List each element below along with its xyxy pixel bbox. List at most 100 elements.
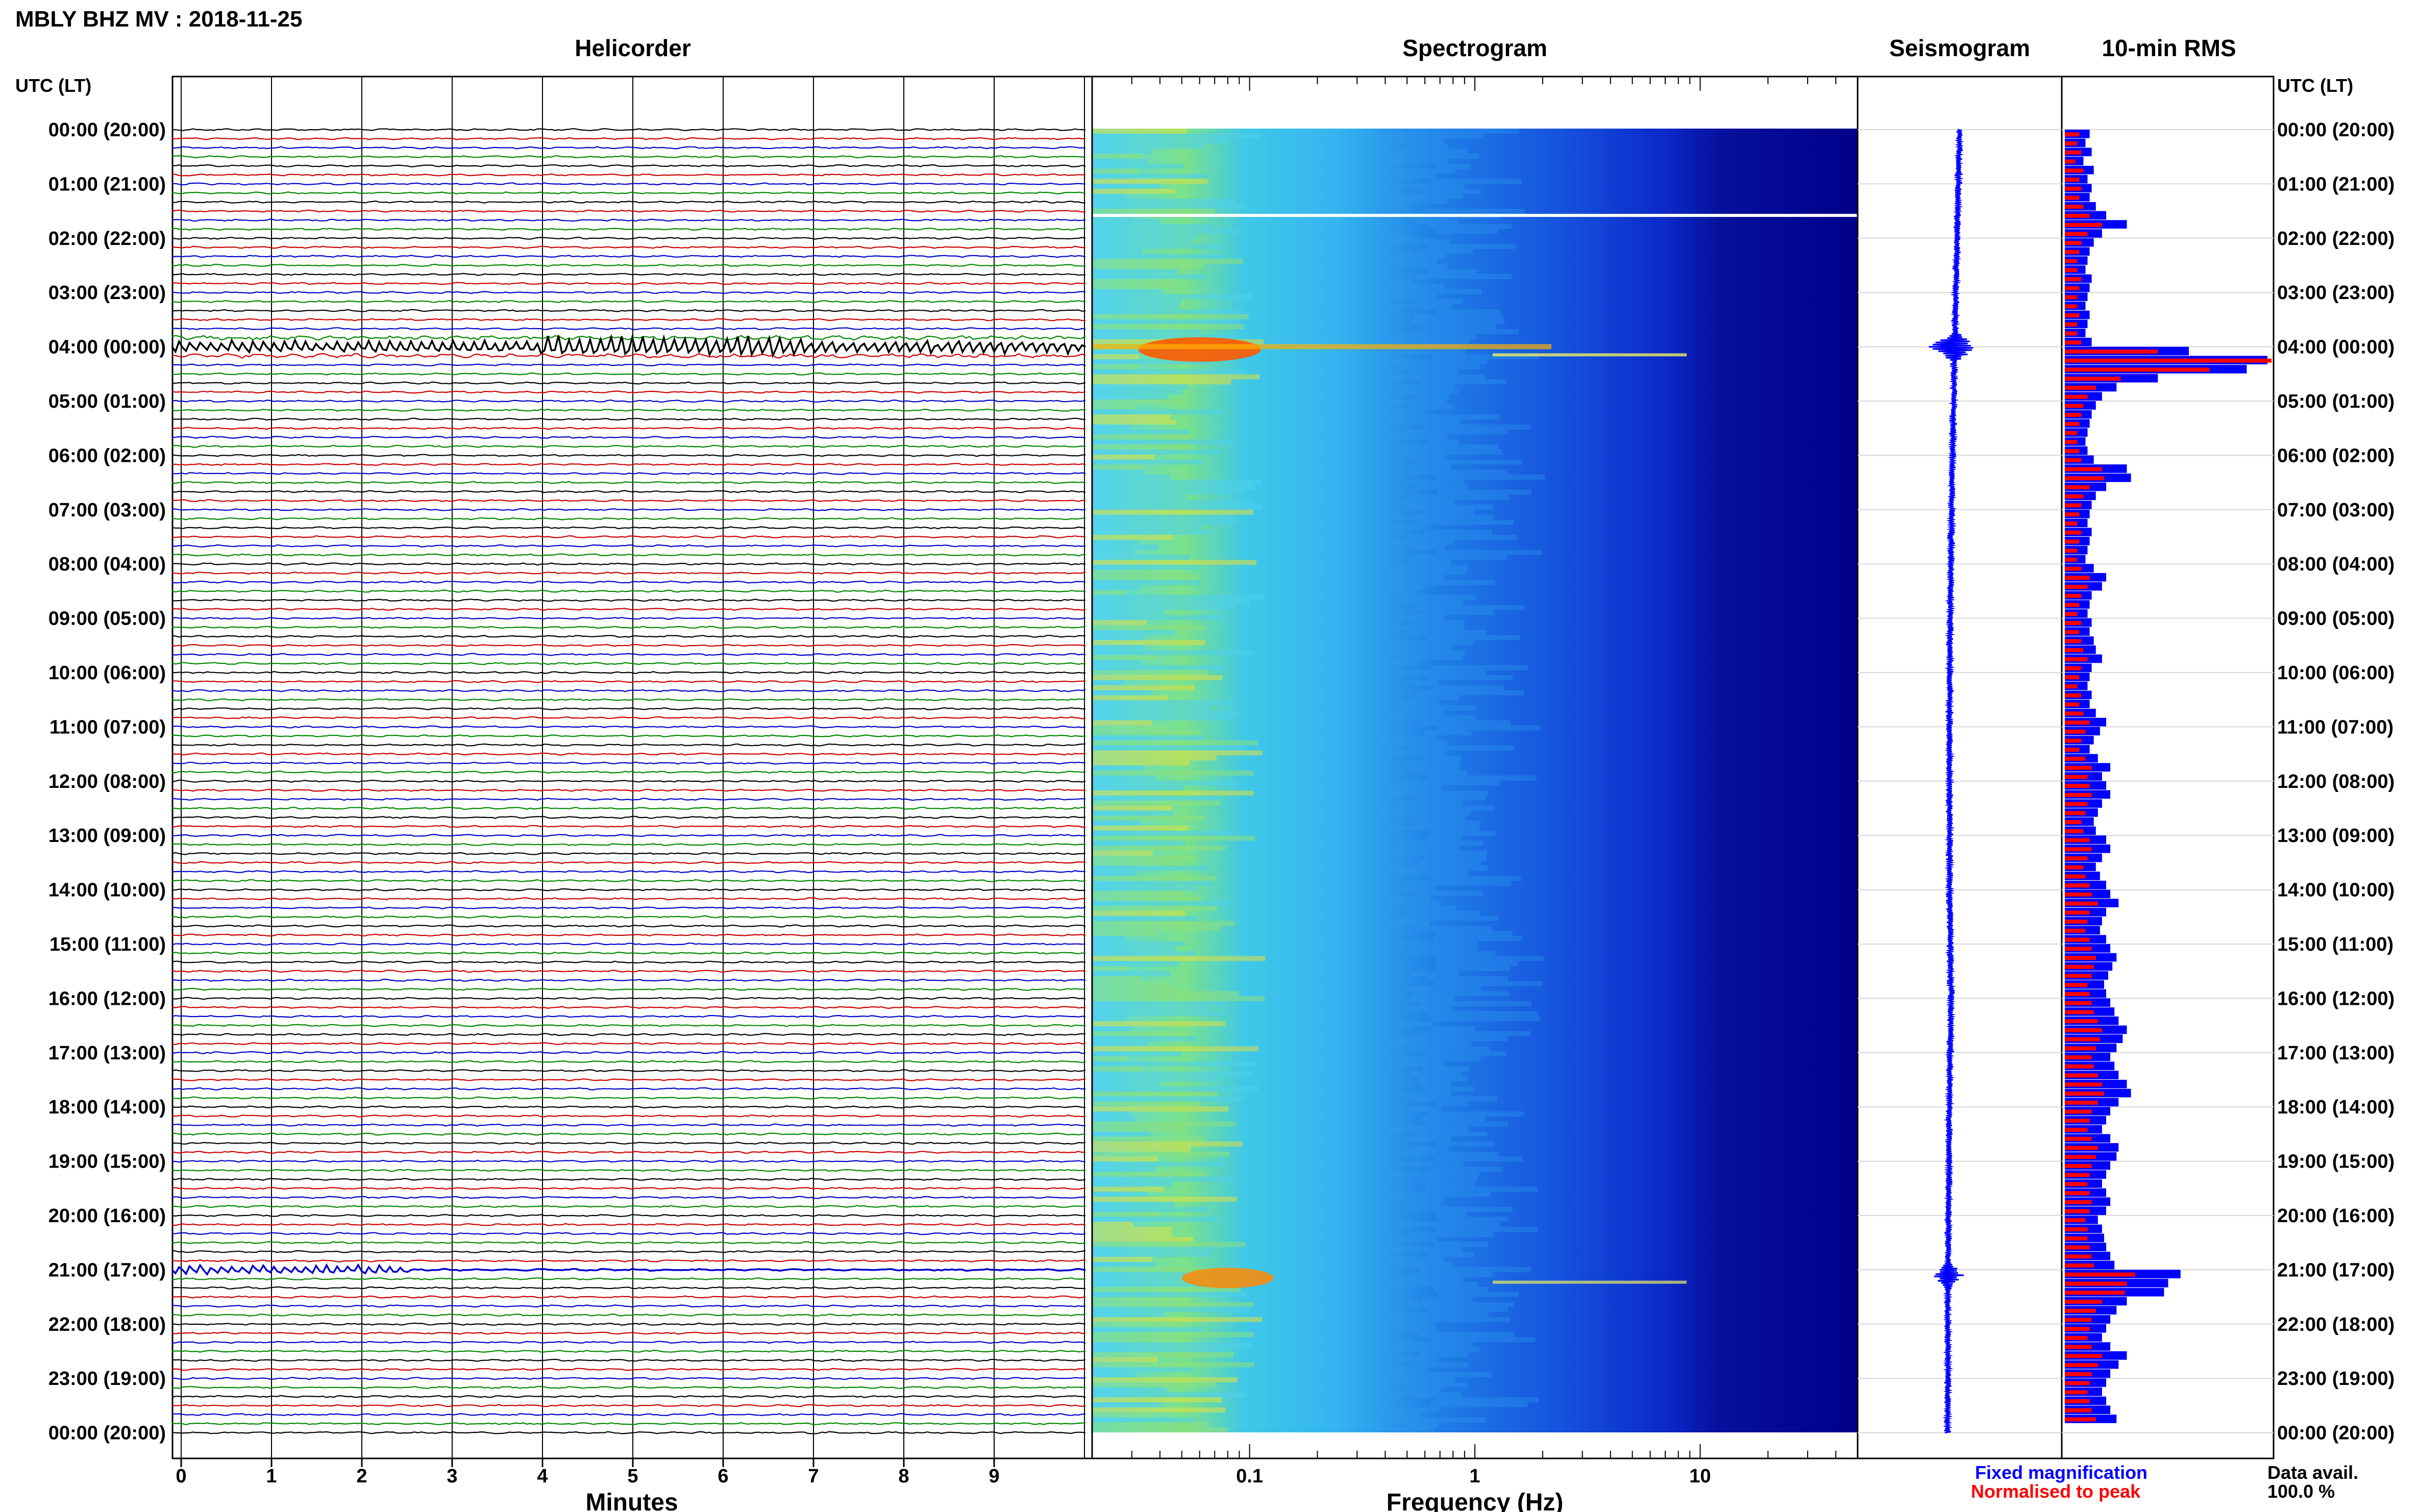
spectrogram-row	[1092, 484, 1255, 490]
spectrogram-row	[1092, 133, 1262, 139]
rms-bar-normalised	[2065, 304, 2078, 309]
spectrogram-row	[1092, 615, 1226, 621]
helicorder-trace	[171, 1259, 1086, 1262]
helicorder-trace	[171, 852, 1086, 855]
spectrogram-row	[1384, 304, 1452, 309]
spectrogram-row	[1404, 881, 1512, 886]
spectrogram-row	[1092, 981, 1168, 986]
spectrogram-row	[1092, 530, 1213, 535]
spectrogram-row	[1423, 509, 1474, 515]
spectrogram-row	[1388, 790, 1488, 796]
spectrogram-row	[1407, 680, 1438, 685]
spectrogram-row	[1092, 224, 1214, 229]
spectrogram-row	[1092, 966, 1130, 971]
spectrogram-row	[1395, 1261, 1452, 1267]
spectrogram-row	[1414, 821, 1480, 826]
spectrogram-row	[1408, 555, 1508, 560]
spectrogram-row	[1092, 956, 1266, 961]
spectrogram-row	[1437, 1101, 1468, 1107]
helicorder-trace	[171, 1304, 1086, 1308]
helicorder-trace	[171, 128, 1086, 132]
spectrogram-row	[1092, 1357, 1158, 1362]
time-label-left: 13:00 (09:00)	[48, 825, 166, 847]
helicorder-trace	[171, 752, 1086, 756]
spectrogram-row	[1390, 580, 1495, 585]
spectrogram-row	[1416, 926, 1492, 931]
spectrogram-row	[1092, 655, 1157, 660]
time-label-right: 10:00 (06:00)	[2277, 662, 2395, 684]
rms-bar-normalised	[2065, 729, 2086, 734]
helicorder-trace	[171, 508, 1086, 511]
rms-bar-normalised	[2065, 557, 2078, 562]
spectrogram-row	[1092, 645, 1145, 651]
spectrogram-row	[1092, 590, 1125, 595]
rms-bar-normalised	[2065, 585, 2088, 589]
helicorder-trace	[171, 1196, 1086, 1199]
spectrogram-row	[1092, 860, 1178, 866]
spectrogram-row	[1384, 1412, 1420, 1418]
helicorder-trace	[171, 716, 1086, 720]
spectrogram-row	[1406, 1096, 1497, 1102]
spectrogram-row	[1092, 138, 1226, 144]
time-labels-left: 00:00 (20:00) 01:00 (21:00) 02:00 (22:00) 0…	[48, 119, 166, 1444]
spectrogram-row	[1395, 168, 1455, 174]
spectrogram-row	[1396, 1377, 1455, 1382]
spectrogram-row	[1411, 745, 1515, 751]
spectrogram-row	[1409, 544, 1445, 550]
spectrogram-row	[1092, 1236, 1194, 1242]
spectrogram-tick-label: 10	[1689, 1466, 1711, 1487]
spectrogram-row	[1385, 199, 1448, 204]
spectrogram-row	[1092, 199, 1236, 204]
spectrogram-row	[1404, 645, 1452, 651]
spectrogram-row	[1092, 1151, 1230, 1157]
spectrogram-row	[1092, 1402, 1161, 1407]
rms-bar-normalised	[2065, 901, 2098, 906]
rms-bar-normalised	[2065, 910, 2090, 915]
spectrogram-row	[1437, 956, 1544, 961]
spectrogram-row	[1399, 846, 1459, 851]
spectrogram-row	[1402, 885, 1434, 891]
rms-bar-normalised	[2065, 792, 2092, 797]
rms-bar-normalised	[2065, 1136, 2092, 1141]
helicorder-trace	[171, 707, 1086, 710]
rms-bar-normalised	[2065, 937, 2090, 942]
seismogram-frame	[1857, 76, 2063, 1459]
helicorder-trace	[171, 562, 1086, 566]
spectrogram-row	[1092, 379, 1231, 385]
utc-header-right: UTC (LT)	[2277, 75, 2353, 96]
rms-bar-normalised	[2065, 1363, 2098, 1368]
rms-bar-normalised	[2065, 150, 2082, 155]
helicorder-trace	[171, 671, 1086, 675]
helicorder-trace	[171, 1295, 1086, 1299]
spectrogram-row	[1400, 915, 1498, 921]
helicorder-trace	[171, 1205, 1086, 1208]
helicorder-trace	[171, 788, 1086, 792]
time-label-left: 19:00 (15:00)	[48, 1151, 166, 1173]
spectrogram-row	[1430, 1402, 1528, 1407]
spectrogram-row	[1411, 996, 1455, 1001]
rms-bar-normalised	[2065, 1028, 2102, 1032]
spectrogram-row	[1403, 429, 1508, 435]
rms-bar-normalised	[2065, 947, 2092, 951]
spectrogram-row	[1092, 1036, 1198, 1042]
spectrogram-row	[1429, 1111, 1524, 1117]
spectrogram-row	[1377, 735, 1437, 740]
helicorder-trace	[171, 182, 1086, 186]
spectrogram-row	[1092, 1041, 1148, 1047]
spectrogram-row	[1092, 1086, 1258, 1092]
spectrogram-row	[1431, 876, 1521, 881]
spectrogram-row	[1092, 384, 1188, 390]
spectrogram-row	[1379, 1322, 1436, 1327]
helicorder-trace	[171, 942, 1086, 946]
spectrogram-row	[1379, 921, 1429, 926]
spectrogram-row	[1092, 1317, 1263, 1322]
rms-bar-normalised	[2065, 322, 2078, 327]
helicorder-trace	[171, 327, 1086, 331]
time-label-left: 15:00 (11:00)	[50, 934, 166, 955]
spectrogram-row	[1092, 1206, 1207, 1212]
spectrogram-row	[1092, 555, 1190, 560]
spectrogram-row	[1421, 610, 1494, 615]
spectrogram-row	[1392, 539, 1454, 545]
spectrogram-row	[1424, 730, 1472, 736]
spectrogram-row	[1092, 815, 1205, 821]
